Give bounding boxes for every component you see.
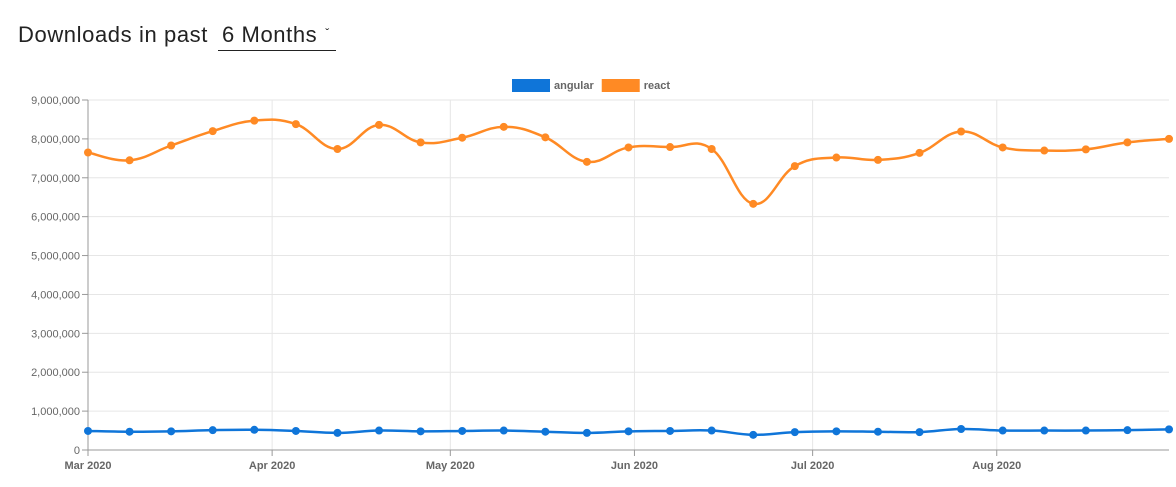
data-point-angular: [250, 425, 259, 434]
data-point-react: [832, 153, 841, 162]
data-point-angular: [167, 427, 176, 436]
data-point-angular: [1165, 425, 1173, 434]
series-line-react: [87, 118, 1170, 206]
data-point-react: [707, 145, 716, 153]
data-point-angular: [749, 430, 758, 439]
x-tick-label: Aug 2020: [972, 460, 1021, 472]
x-tick-label: Jun 2020: [611, 460, 658, 472]
y-tick-label: 1,000,000: [31, 406, 80, 418]
y-tick-label: 0: [74, 445, 80, 457]
data-point-angular: [915, 428, 924, 437]
chart-legend: angular react: [512, 79, 670, 92]
data-point-angular: [375, 426, 384, 435]
data-point-angular: [998, 426, 1007, 435]
period-select[interactable]: 6 Months ˇ: [217, 22, 336, 51]
y-tick-label: 9,000,000: [31, 95, 80, 107]
data-point-react: [1081, 145, 1090, 154]
data-point-angular: [1081, 426, 1090, 435]
data-point-angular: [125, 427, 134, 436]
data-point-react: [84, 148, 92, 157]
chart-header: Downloads in past 6 Months ˇ: [18, 22, 336, 51]
x-tick-label: Jul 2020: [791, 460, 834, 472]
chart-grid: [87, 99, 1169, 451]
x-tick-label: Mar 2020: [64, 460, 111, 472]
header-label: Downloads in past: [18, 22, 208, 47]
data-point-angular: [458, 426, 467, 435]
chart-plot: [84, 116, 1173, 439]
data-point-react: [250, 116, 259, 125]
data-point-react: [499, 122, 508, 131]
data-point-react: [666, 143, 675, 152]
data-point-angular: [499, 426, 508, 435]
chevron-down-icon: ˇ: [325, 26, 330, 40]
series-react: [84, 116, 1173, 208]
data-point-react: [1165, 134, 1173, 143]
data-point-react: [125, 156, 134, 165]
y-tick-label: 2,000,000: [31, 367, 80, 379]
data-point-angular: [84, 426, 92, 435]
data-point-react: [167, 141, 176, 150]
data-point-react: [208, 127, 217, 136]
data-point-react: [582, 157, 591, 166]
legend-swatch-react: [601, 79, 640, 92]
data-point-angular: [873, 427, 882, 436]
data-point-react: [1040, 146, 1049, 155]
data-point-react: [375, 120, 384, 129]
data-point-react: [790, 162, 799, 171]
data-point-angular: [541, 427, 550, 436]
data-point-angular: [624, 427, 633, 436]
data-point-angular: [707, 426, 716, 435]
series-angular: [84, 425, 1173, 439]
x-tick-label: Apr 2020: [249, 460, 295, 472]
y-tick-label: 4,000,000: [31, 289, 80, 301]
legend-swatch-angular: [512, 79, 550, 92]
data-point-react: [624, 143, 633, 152]
data-point-angular: [208, 426, 217, 435]
period-value: 6 Months: [221, 22, 318, 47]
data-point-react: [957, 127, 966, 136]
x-tick-label: May 2020: [426, 460, 475, 472]
legend-label-angular: angular: [554, 80, 594, 92]
data-point-angular: [291, 426, 300, 435]
data-point-angular: [416, 427, 425, 436]
data-point-angular: [582, 428, 591, 437]
y-tick-label: 6,000,000: [31, 212, 80, 224]
chart-axes: 0 1,000,000 2,000,000 3,000,000 4,000,000 5,0…: [31, 95, 1169, 472]
data-point-react: [333, 145, 342, 153]
data-point-react: [998, 143, 1007, 152]
data-point-angular: [790, 428, 799, 437]
data-point-angular: [333, 428, 342, 437]
data-point-angular: [957, 425, 966, 433]
legend-item-react: react: [601, 79, 671, 92]
data-point-react: [915, 148, 924, 157]
y-tick-label: 7,000,000: [31, 173, 80, 185]
data-point-react: [416, 138, 425, 147]
data-point-react: [541, 133, 550, 142]
y-tick-label: 5,000,000: [31, 251, 80, 263]
legend-item-angular: angular: [512, 79, 594, 92]
data-point-react: [873, 155, 882, 164]
data-point-angular: [1040, 426, 1049, 435]
data-point-angular: [1123, 426, 1132, 435]
data-point-angular: [666, 426, 675, 435]
data-point-react: [291, 120, 300, 129]
data-point-angular: [832, 427, 841, 436]
y-tick-label: 8,000,000: [31, 134, 80, 146]
data-point-react: [458, 133, 467, 142]
legend-label-react: react: [644, 80, 671, 92]
y-tick-label: 3,000,000: [31, 328, 80, 340]
data-point-react: [1123, 138, 1132, 147]
data-point-react: [749, 199, 758, 208]
